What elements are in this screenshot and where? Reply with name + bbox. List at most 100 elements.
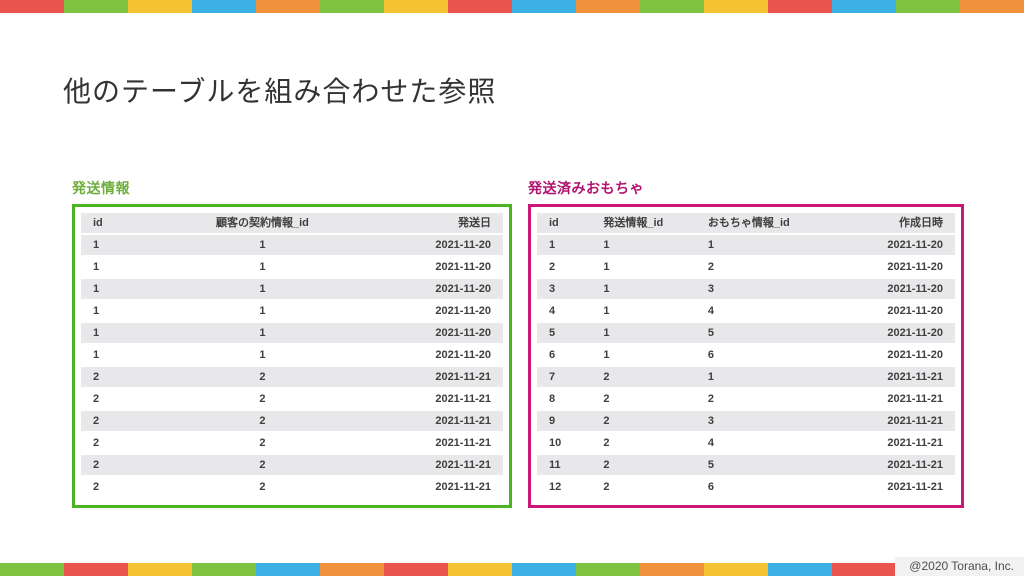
table-cell: 2 xyxy=(81,366,149,389)
table-cell: 1 xyxy=(591,278,696,301)
table-cell: 1 xyxy=(81,300,149,323)
table-row: 2 2 2021-11-21 xyxy=(81,432,503,455)
table-label-shipped-toys: 発送済みおもちゃ xyxy=(528,180,644,196)
table-row: 2 2 2021-11-21 xyxy=(81,366,503,389)
table-cell: 2 xyxy=(695,388,830,411)
table-cell: 6 xyxy=(695,344,830,367)
bottom-border-stripe xyxy=(0,563,1024,576)
stripe-segment xyxy=(192,0,256,13)
column-header: id xyxy=(537,213,592,235)
stripe-segment xyxy=(960,0,1024,13)
table-cell: 2021-11-20 xyxy=(376,344,503,367)
table-cell: 2021-11-20 xyxy=(829,344,955,367)
table-cell: 2 xyxy=(81,432,149,455)
table-cell: 2 xyxy=(148,476,377,499)
table-cell: 1 xyxy=(695,366,830,389)
table-cell: 2021-11-21 xyxy=(829,454,955,477)
table-cell: 2 xyxy=(537,256,592,279)
table-cell: 1 xyxy=(695,234,830,257)
table-row: 10 2 4 2021-11-21 xyxy=(537,432,955,455)
table-cell: 1 xyxy=(148,256,377,279)
table-cell: 1 xyxy=(81,344,149,367)
stripe-segment xyxy=(832,0,896,13)
stripe-segment xyxy=(512,563,576,576)
stripe-segment xyxy=(768,0,832,13)
table-row: 2 2 2021-11-21 xyxy=(81,388,503,411)
stripe-segment xyxy=(128,0,192,13)
copyright-text: @2020 Torana, Inc. xyxy=(895,557,1024,576)
table-row: 2 1 2 2021-11-20 xyxy=(537,256,955,279)
stripe-segment xyxy=(0,563,64,576)
table-cell: 1 xyxy=(591,234,696,257)
stripe-segment xyxy=(768,563,832,576)
table-cell: 4 xyxy=(695,300,830,323)
table-cell: 2 xyxy=(591,432,696,455)
table-cell: 2 xyxy=(591,366,696,389)
table-cell: 2021-11-20 xyxy=(376,322,503,345)
table-row: 1 1 2021-11-20 xyxy=(81,300,503,323)
table-row: 9 2 3 2021-11-21 xyxy=(537,410,955,433)
stripe-segment xyxy=(128,563,192,576)
table-cell: 3 xyxy=(695,278,830,301)
table-cell: 1 xyxy=(591,300,696,323)
table-row: 8 2 2 2021-11-21 xyxy=(537,388,955,411)
table-row: 1 1 2021-11-20 xyxy=(81,278,503,301)
table-cell: 1 xyxy=(148,234,377,257)
table-cell: 2021-11-21 xyxy=(829,432,955,455)
table-row: 1 1 2021-11-20 xyxy=(81,344,503,367)
stripe-segment xyxy=(256,563,320,576)
table-cell: 2 xyxy=(591,476,696,499)
table-cell: 9 xyxy=(537,410,592,433)
table-cell: 1 xyxy=(148,322,377,345)
shipped-toys-section: 発送済みおもちゃ id 発送情報_id おもちゃ情報_id 作成日時 1 1 1 2021-1… xyxy=(528,180,964,508)
stripe-segment xyxy=(256,0,320,13)
stripe-segment xyxy=(0,0,64,13)
table-row: 1 1 2021-11-20 xyxy=(81,234,503,257)
stripe-segment xyxy=(384,563,448,576)
table-cell: 2021-11-20 xyxy=(829,278,955,301)
stripe-segment xyxy=(384,0,448,13)
table-row: 2 2 2021-11-21 xyxy=(81,476,503,499)
table-cell: 2 xyxy=(148,366,377,389)
table-cell: 2021-11-20 xyxy=(376,300,503,323)
table-row: 6 1 6 2021-11-20 xyxy=(537,344,955,367)
table-cell: 2 xyxy=(148,454,377,477)
stripe-segment xyxy=(704,563,768,576)
table-cell: 2 xyxy=(81,476,149,499)
header-row: id 顧客の契約情報_id 発送日 xyxy=(81,213,503,235)
table-cell: 2 xyxy=(591,454,696,477)
table-cell: 2021-11-21 xyxy=(829,476,955,499)
slide-title: 他のテーブルを組み合わせた参照 xyxy=(63,76,497,107)
table-cell: 2021-11-21 xyxy=(376,388,503,411)
table-cell: 2021-11-20 xyxy=(829,300,955,323)
table-cell: 2021-11-20 xyxy=(829,322,955,345)
table-cell: 2021-11-21 xyxy=(829,388,955,411)
stripe-segment xyxy=(640,0,704,13)
table-cell: 1 xyxy=(81,234,149,257)
shipped-toys-table-frame: id 発送情報_id おもちゃ情報_id 作成日時 1 1 1 2021-11-20 2 1 2 20… xyxy=(528,204,964,508)
table-row: 3 1 3 2021-11-20 xyxy=(537,278,955,301)
table-cell: 3 xyxy=(695,410,830,433)
shipping-info-table: id 顧客の契約情報_id 発送日 1 1 2021-11-20 1 1 2021-11-20 1… xyxy=(81,213,503,499)
table-cell: 2021-11-20 xyxy=(376,234,503,257)
table-cell: 1 xyxy=(81,278,149,301)
table-cell: 1 xyxy=(537,234,592,257)
table-cell: 2 xyxy=(148,388,377,411)
table-cell: 2 xyxy=(81,410,149,433)
table-cell: 2 xyxy=(695,256,830,279)
table-cell: 2 xyxy=(148,432,377,455)
table-cell: 2021-11-20 xyxy=(376,256,503,279)
stripe-segment xyxy=(320,563,384,576)
table-cell: 1 xyxy=(148,300,377,323)
table-cell: 4 xyxy=(695,432,830,455)
table-row: 1 1 1 2021-11-20 xyxy=(537,234,955,257)
table-cell: 1 xyxy=(591,344,696,367)
table-cell: 1 xyxy=(591,256,696,279)
table-cell: 1 xyxy=(148,344,377,367)
table-cell: 1 xyxy=(81,256,149,279)
table-cell: 5 xyxy=(695,454,830,477)
stripe-segment xyxy=(320,0,384,13)
stripe-segment xyxy=(192,563,256,576)
table-cell: 6 xyxy=(695,476,830,499)
table-cell: 1 xyxy=(81,322,149,345)
